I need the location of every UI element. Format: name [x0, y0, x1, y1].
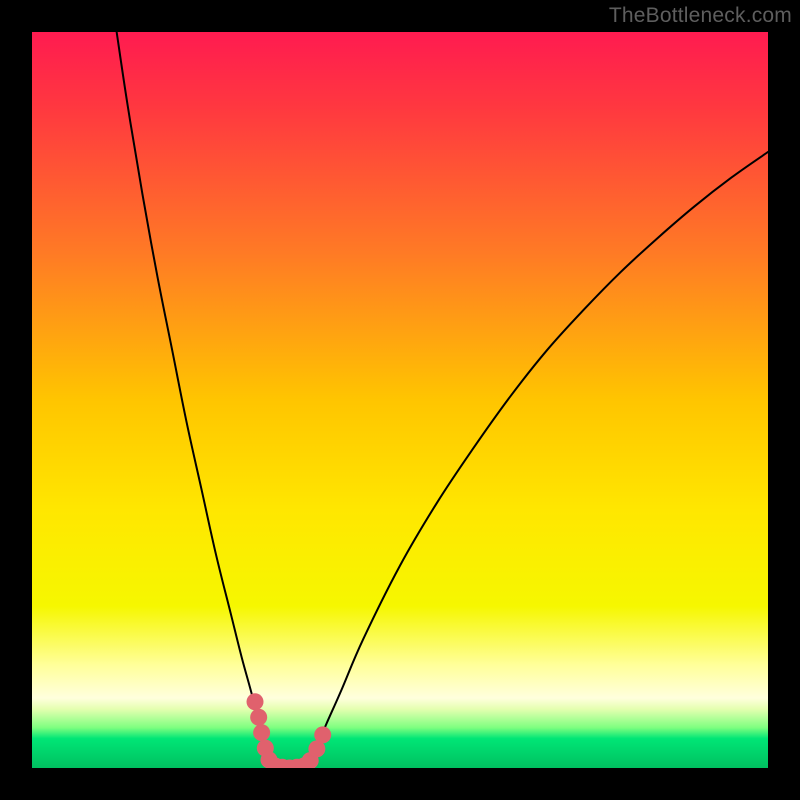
- data-point-markers: [32, 32, 768, 768]
- plot-area: [32, 32, 768, 768]
- data-point-marker: [247, 693, 264, 710]
- plot-frame: [32, 32, 768, 768]
- data-point-marker: [253, 724, 270, 741]
- data-point-marker: [314, 726, 331, 743]
- data-point-marker: [250, 709, 267, 726]
- watermark-text: TheBottleneck.com: [609, 4, 792, 28]
- chart-stage: TheBottleneck.com: [0, 0, 800, 800]
